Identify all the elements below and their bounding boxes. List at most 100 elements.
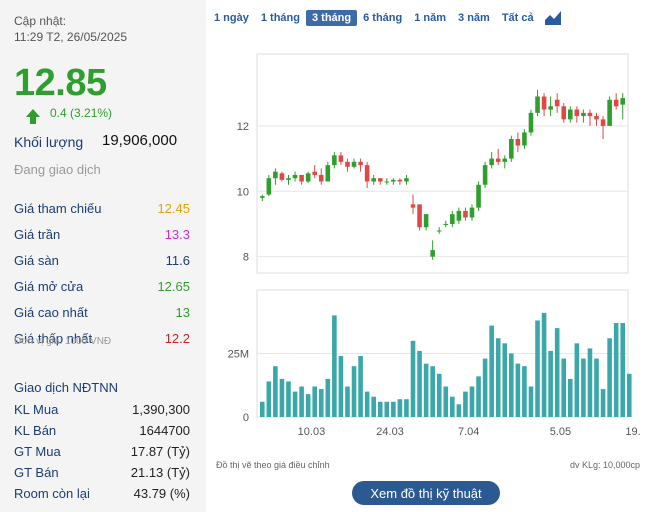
foreign-row: KL Bán 1644700 <box>14 419 190 441</box>
candle-body <box>450 214 455 224</box>
candle-body <box>338 155 344 162</box>
volume-bar <box>502 343 508 417</box>
volume-bar <box>594 358 599 417</box>
candle-body <box>292 174 298 179</box>
volume-bar <box>515 363 521 417</box>
candle-body <box>318 174 324 182</box>
volume-bar <box>436 373 442 417</box>
volume-bar <box>377 401 383 417</box>
volume-bar <box>456 404 462 417</box>
candle-body <box>397 179 403 182</box>
candle-body <box>561 106 567 120</box>
candle-body <box>377 178 383 182</box>
foreign-row-value: 43.79 (%) <box>133 485 190 501</box>
price-row-value: 13.3 <box>164 226 190 242</box>
technical-chart-button[interactable]: Xem đồ thị kỹ thuật <box>352 481 500 505</box>
foreign-row: GT Bán 21.13 (Tỷ) <box>14 461 190 483</box>
x-tick-label: 5.05 <box>550 426 571 438</box>
candle-body <box>423 214 429 228</box>
tab-3[interactable]: 3 tháng <box>305 10 358 26</box>
candle-body <box>587 112 593 117</box>
volume-bar <box>397 399 403 417</box>
price-tick-label: 12 <box>237 121 249 133</box>
volume-bar <box>482 358 488 417</box>
volume-bar <box>351 366 357 417</box>
foreign-row: Room còn lại 43.79 (%) <box>14 482 190 504</box>
quote-panel: Cập nhật: 11:29 T2, 26/05/2025 12.85 0.4… <box>0 0 206 512</box>
volume-bar <box>430 366 435 417</box>
adjusted-price-note: Đồ thị vẽ theo giá điều chỉnh <box>216 460 330 470</box>
updated-time: 11:29 T2, 26/05/2025 <box>14 30 127 44</box>
tab-1[interactable]: 1 ngày <box>214 12 249 24</box>
arrow-up-icon <box>26 109 40 124</box>
volume-bar <box>299 386 304 417</box>
volume-bar <box>463 391 468 417</box>
candle-body <box>364 165 370 182</box>
tab-6[interactable]: 3 năm <box>458 12 490 24</box>
candle-body <box>371 178 376 182</box>
foreign-row-value: 17.87 (Tỷ) <box>130 443 190 459</box>
candle-body <box>528 112 534 133</box>
foreign-row-label: GT Bán <box>14 464 59 480</box>
candle-body <box>476 184 481 208</box>
price-panel <box>256 53 629 274</box>
price-row: Giá cao nhất 13 <box>14 301 190 323</box>
volume-bar <box>325 378 331 417</box>
candle-body <box>436 230 442 232</box>
x-tick-label: 10.03 <box>298 426 326 438</box>
volume-bar <box>371 396 376 417</box>
volume-bar <box>450 396 455 417</box>
volume-bar <box>528 386 534 417</box>
volume-bar <box>495 338 501 417</box>
price-row: Giá sàn 11.6 <box>14 249 190 271</box>
volume-bar <box>613 323 619 417</box>
foreign-row-label: Room còn lại <box>14 485 90 501</box>
price-row-label: Giá sàn <box>14 252 59 268</box>
price-change: 0.4 (3.21%) <box>26 106 112 124</box>
candle-body <box>535 96 540 113</box>
volume-bar <box>345 386 350 417</box>
price-row: Giá thấp nhất 12.2 <box>14 327 190 349</box>
tab-4[interactable]: 6 tháng <box>363 12 403 24</box>
candle-body <box>259 196 265 198</box>
volume-bar <box>338 356 344 417</box>
volume-bar <box>266 381 272 417</box>
volume-tick-label: 0 <box>243 412 249 424</box>
candle-body <box>417 204 422 228</box>
volume-bar <box>541 312 547 417</box>
volume-bar <box>626 373 632 417</box>
volume-bar <box>292 391 298 417</box>
chart-trend-icon[interactable] <box>544 10 562 26</box>
candle-body <box>279 173 285 180</box>
volume-bar <box>600 389 606 417</box>
volume-bar <box>286 381 291 417</box>
volume-bar <box>332 315 337 417</box>
foreign-row-label: KL Bán <box>14 422 57 438</box>
tab-2[interactable]: 1 tháng <box>260 12 300 24</box>
tab-5[interactable]: 1 năm <box>414 12 447 24</box>
candle-body <box>273 171 278 179</box>
candle-body <box>351 161 357 167</box>
candle-body <box>325 165 331 182</box>
candle-body <box>568 109 573 120</box>
candle-body <box>410 204 416 208</box>
price-unit-note: Đơn vị giá: 1000 VNĐ <box>14 336 112 347</box>
volume-bar <box>358 356 363 417</box>
price-row: Giá mở cửa 12.65 <box>14 275 190 297</box>
price-row-value: 12.65 <box>157 278 190 294</box>
x-tick-label: 24.03 <box>376 426 404 438</box>
candle-body <box>332 155 337 166</box>
candle-body <box>443 223 449 225</box>
updated-label: Cập nhật: <box>14 14 67 28</box>
candle-body <box>613 99 619 107</box>
price-row-value: 12.2 <box>164 330 190 346</box>
volume-bar <box>469 386 475 417</box>
volume-bar <box>581 358 586 417</box>
foreign-row: GT Mua 17.87 (Tỷ) <box>14 440 190 462</box>
candle-body <box>515 138 521 146</box>
price-row-value: 12.45 <box>157 200 190 216</box>
tab-7[interactable]: Tất cả <box>501 12 534 24</box>
volume-bar <box>561 358 567 417</box>
volume-bar <box>318 389 324 417</box>
volume-bar <box>568 378 573 417</box>
